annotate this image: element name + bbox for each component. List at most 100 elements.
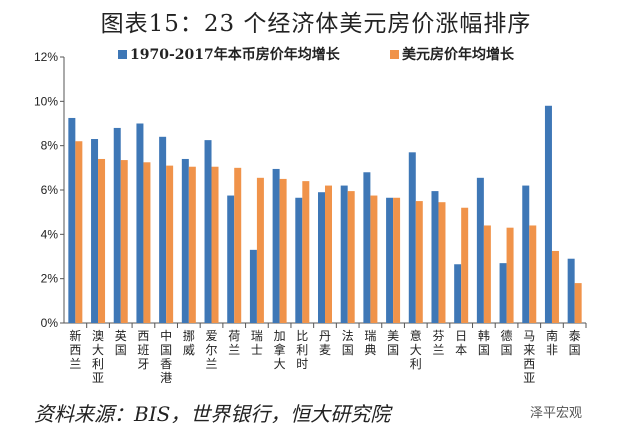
- x-tick-label: 南: [546, 328, 558, 343]
- x-tick-label: 兰: [228, 343, 240, 357]
- x-tick-label: 丹: [319, 329, 331, 343]
- bar-usd: [574, 283, 582, 323]
- bar-local: [136, 123, 144, 323]
- bar-usd: [166, 165, 174, 323]
- x-tick-label: 士: [251, 343, 263, 357]
- x-tick-label: 澳: [92, 329, 104, 343]
- bar-local: [386, 197, 394, 323]
- x-tick-label: 国: [478, 343, 490, 357]
- bar-usd: [211, 166, 219, 323]
- legend-label: 美元房价年均增长: [402, 46, 515, 63]
- bar-usd: [438, 202, 446, 323]
- x-tick-label: 本: [455, 343, 467, 357]
- bar-local: [544, 105, 552, 324]
- x-tick-label: 利: [92, 357, 104, 371]
- y-tick-label: 6%: [41, 183, 59, 197]
- bar-local: [113, 127, 121, 323]
- bar-usd: [256, 177, 264, 323]
- x-tick-label: 大: [410, 343, 422, 357]
- x-tick-label: 韩: [478, 328, 490, 343]
- x-tick-label: 马: [523, 329, 535, 343]
- x-tick-label: 新: [69, 328, 81, 343]
- x-tick-label: 亚: [92, 371, 104, 385]
- legend-label: 1970-2017年本币房价年均增长: [130, 46, 341, 63]
- x-tick-label: 日: [455, 329, 467, 343]
- bar-usd: [325, 185, 332, 323]
- bar-usd: [415, 201, 423, 323]
- x-tick-label: 拿: [274, 342, 286, 357]
- bar-local: [340, 185, 348, 323]
- x-tick-label: 非: [546, 343, 558, 357]
- x-tick-label: 利: [410, 357, 422, 371]
- x-tick-label: 牙: [137, 357, 149, 371]
- x-tick-label: 大: [92, 343, 104, 357]
- bar-usd: [98, 158, 106, 323]
- x-tick-label: 中: [160, 328, 172, 343]
- bar-usd: [188, 166, 196, 323]
- bar-local: [295, 197, 303, 323]
- x-tick-label: 西: [69, 343, 81, 357]
- x-tick-label: 比: [296, 329, 308, 343]
- legend-swatch: [390, 50, 399, 59]
- bar-usd: [75, 141, 83, 323]
- bar-usd: [393, 197, 401, 323]
- y-tick-label: 10%: [34, 94, 58, 108]
- bar-local: [363, 172, 371, 323]
- bar-usd: [506, 227, 514, 323]
- bar-local: [181, 158, 189, 323]
- x-tick-label: 瑞: [364, 329, 376, 343]
- x-tick-label: 尔: [206, 342, 218, 357]
- x-tick-label: 班: [137, 343, 149, 357]
- x-tick-label: 国: [501, 343, 513, 357]
- x-tick-label: 英: [115, 329, 127, 343]
- x-tick-label: 加: [274, 329, 286, 343]
- bar-local: [476, 177, 484, 323]
- bar-usd: [143, 162, 151, 323]
- x-tick-label: 典: [364, 343, 376, 357]
- legend-swatch: [118, 50, 127, 59]
- bar-local: [249, 249, 257, 323]
- bar-local: [159, 136, 167, 323]
- x-tick-label: 意: [410, 328, 422, 343]
- bar-usd: [461, 207, 469, 323]
- x-tick-label: 瑞: [251, 329, 263, 343]
- bar-local: [227, 195, 235, 323]
- bar-usd: [370, 195, 378, 323]
- bar-usd: [529, 225, 537, 323]
- x-tick-label: 芬: [432, 329, 444, 343]
- bar-usd: [483, 225, 491, 323]
- bar-local: [499, 263, 507, 323]
- x-tick-label: 兰: [206, 357, 218, 371]
- bar-usd: [234, 167, 242, 323]
- x-tick-label: 西: [523, 357, 535, 371]
- y-tick-label: 0%: [41, 316, 59, 330]
- bar-local: [204, 140, 212, 323]
- bar-usd: [347, 191, 355, 323]
- x-tick-label: 麦: [319, 343, 331, 357]
- bar-usd: [120, 160, 128, 323]
- bar-local: [91, 139, 99, 323]
- x-tick-label: 大: [274, 357, 286, 371]
- x-tick-label: 国: [115, 343, 127, 357]
- x-tick-label: 国: [160, 343, 172, 357]
- chart-title: 图表15：23 个经济体美元房价涨幅排序: [100, 11, 532, 37]
- x-tick-label: 德: [501, 328, 513, 343]
- x-tick-label: 亚: [523, 371, 535, 385]
- bar-local: [318, 192, 325, 323]
- x-tick-label: 利: [296, 343, 308, 357]
- x-tick-label: 时: [296, 357, 308, 371]
- x-tick-label: 香: [160, 357, 172, 371]
- x-tick-label: 国: [569, 343, 581, 357]
- bar-local: [431, 191, 439, 323]
- x-tick-label: 来: [523, 343, 535, 357]
- y-tick-label: 8%: [41, 139, 59, 153]
- y-tick-label: 2%: [41, 272, 59, 286]
- bar-local: [68, 117, 76, 323]
- bar-usd: [551, 250, 559, 323]
- watermark: 泽平宏观: [530, 406, 583, 421]
- x-tick-label: 国: [387, 343, 399, 357]
- x-tick-label: 法: [342, 329, 354, 343]
- bar-local: [408, 152, 416, 323]
- bar-local: [272, 168, 280, 323]
- x-tick-label: 爱: [206, 329, 218, 343]
